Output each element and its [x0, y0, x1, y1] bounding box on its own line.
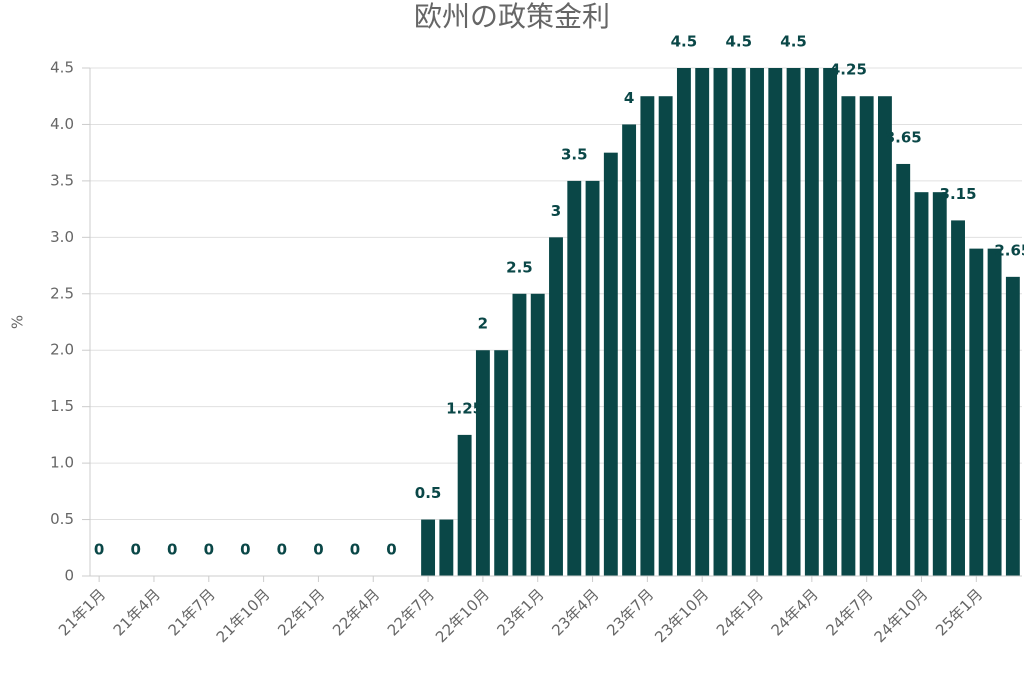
data-label: 0	[277, 541, 287, 559]
bar	[713, 68, 728, 576]
data-label: 4.5	[725, 33, 752, 51]
bar	[658, 96, 673, 576]
bar	[585, 180, 600, 576]
data-label: 0	[204, 541, 214, 559]
y-tick-label: 2.5	[50, 284, 74, 302]
x-tick-label: 22年10月	[432, 585, 493, 646]
bar	[768, 68, 783, 576]
bar	[896, 163, 911, 576]
data-label: 3.65	[885, 128, 922, 146]
x-tick-label: 24年4月	[768, 585, 822, 639]
x-tick-label: 25年1月	[932, 585, 986, 639]
bar	[786, 68, 801, 576]
data-label: 3	[551, 202, 561, 220]
data-label: 0.5	[415, 484, 442, 502]
data-label: 1.25	[446, 399, 483, 417]
y-tick-label: 3.0	[50, 228, 74, 246]
data-label: 2	[478, 315, 488, 333]
y-tick-label: 0	[64, 567, 74, 585]
data-label: 4	[624, 89, 634, 107]
x-tick-label: 21年7月	[165, 585, 219, 639]
bar	[841, 96, 856, 576]
y-tick-label: 1.0	[50, 454, 74, 472]
data-label: 0	[313, 541, 323, 559]
x-tick-label: 23年1月	[494, 585, 548, 639]
y-tick-label: 4.0	[50, 115, 74, 133]
y-tick-label: 1.5	[50, 397, 74, 415]
bar	[951, 220, 965, 576]
x-tick-label: 21年10月	[213, 585, 274, 646]
bar	[475, 350, 490, 576]
bar	[750, 68, 764, 576]
x-tick-label: 24年10月	[871, 585, 932, 646]
data-label: 4.5	[780, 33, 807, 51]
x-tick-label: 23年7月	[603, 585, 657, 639]
bar	[914, 192, 929, 576]
bar	[1005, 276, 1020, 576]
bar	[969, 248, 984, 576]
bar	[640, 96, 655, 576]
x-tick-label: 24年7月	[822, 585, 876, 639]
data-label: 3.15	[940, 185, 977, 203]
x-tick-label: 22年1月	[274, 585, 328, 639]
data-label: 0	[386, 541, 396, 559]
data-label: 0	[130, 541, 140, 559]
bar	[877, 96, 892, 576]
x-tick-label: 21年1月	[55, 585, 109, 639]
bar	[859, 96, 874, 576]
bar	[530, 293, 545, 576]
y-tick-label: 4.5	[50, 59, 74, 77]
bar	[549, 237, 563, 577]
y-tick-label: 3.5	[50, 171, 74, 189]
bar	[567, 180, 582, 576]
bar	[439, 519, 454, 576]
bar	[421, 519, 436, 576]
data-label: 0	[94, 541, 104, 559]
bar	[676, 68, 691, 576]
bar	[494, 350, 509, 576]
data-label: 3.5	[561, 145, 588, 163]
bar	[804, 68, 819, 576]
bar	[695, 68, 710, 576]
bar	[932, 192, 947, 576]
y-axis-label: %	[9, 315, 27, 329]
data-label: 0	[350, 541, 360, 559]
x-tick-label: 23年4月	[548, 585, 602, 639]
data-label: 2.5	[506, 258, 533, 276]
bar	[603, 152, 618, 576]
x-tick-label: 22年7月	[384, 585, 438, 639]
bar	[457, 434, 472, 576]
data-label: 0	[240, 541, 250, 559]
x-tick-label: 22年4月	[329, 585, 383, 639]
x-tick-label: 23年10月	[651, 585, 712, 646]
x-tick-label: 21年4月	[110, 585, 164, 639]
bar	[823, 68, 838, 576]
chart-title: 欧州の政策金利	[414, 0, 610, 33]
data-label: 4.25	[830, 61, 867, 79]
y-tick-label: 0.5	[50, 510, 74, 528]
bar	[731, 68, 746, 576]
data-label: 2.65	[994, 241, 1024, 259]
bar	[987, 248, 1002, 576]
bar	[622, 124, 637, 576]
y-tick-label: 2.0	[50, 341, 74, 359]
bar	[512, 293, 527, 576]
data-label: 4.5	[671, 33, 698, 51]
x-tick-label: 24年1月	[713, 585, 767, 639]
data-label: 0	[167, 541, 177, 559]
